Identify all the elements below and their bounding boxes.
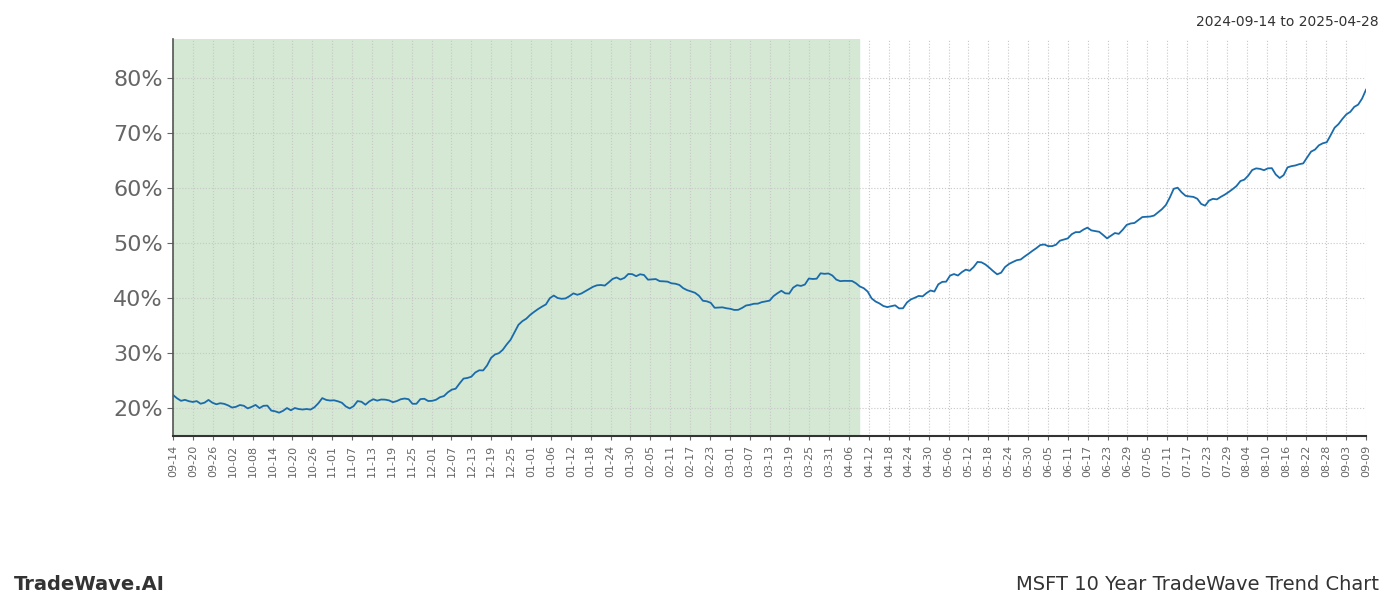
Text: 2024-09-14 to 2025-04-28: 2024-09-14 to 2025-04-28 [1197, 15, 1379, 29]
Text: TradeWave.AI: TradeWave.AI [14, 575, 165, 594]
Bar [174, 39, 860, 436]
Text: MSFT 10 Year TradeWave Trend Chart: MSFT 10 Year TradeWave Trend Chart [1016, 575, 1379, 594]
